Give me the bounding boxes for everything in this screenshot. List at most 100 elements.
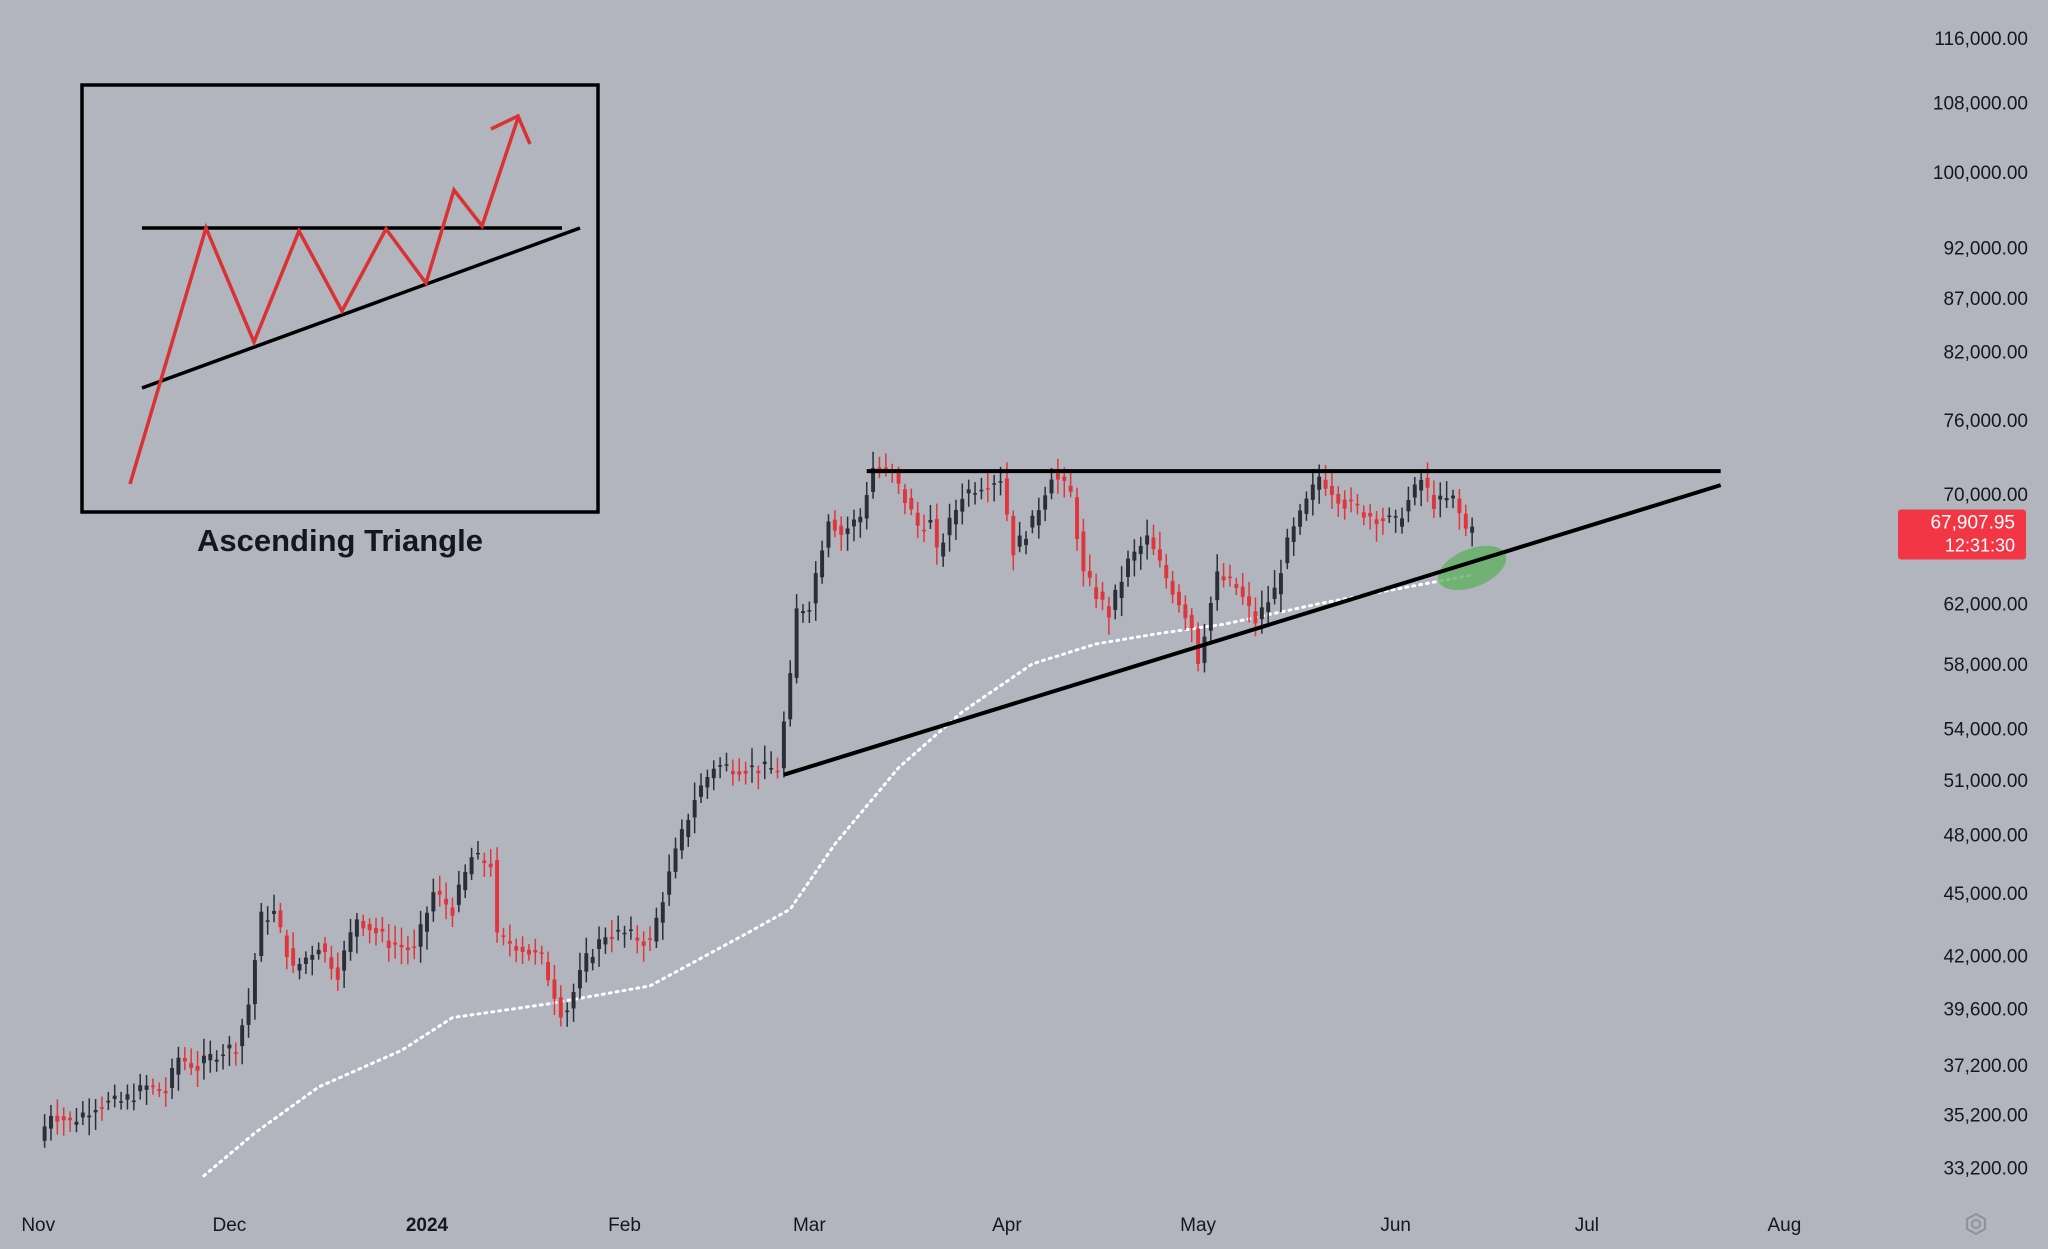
- time-tick-label: Jun: [1380, 1215, 1411, 1236]
- candle-body: [1215, 571, 1220, 601]
- time-tick-label: Feb: [608, 1215, 641, 1236]
- candle-body: [998, 481, 1003, 483]
- candle-body: [686, 819, 691, 837]
- candle-body: [119, 1101, 124, 1103]
- candle-body: [80, 1112, 85, 1118]
- price-tick-label: 58,000.00: [1943, 655, 2028, 676]
- candle-body: [131, 1100, 136, 1103]
- time-tick-label: May: [1180, 1215, 1216, 1236]
- candle-body: [909, 498, 914, 510]
- candle-body: [979, 489, 984, 492]
- candle-body: [724, 764, 729, 766]
- candle-body: [546, 961, 551, 981]
- price-tag-box: [1898, 509, 2026, 560]
- candle-body: [883, 467, 888, 470]
- candle-body: [992, 483, 997, 485]
- candle-body: [1247, 596, 1252, 606]
- candle-body: [482, 860, 487, 864]
- candle-body: [960, 498, 965, 512]
- candle-body: [552, 979, 557, 999]
- candle-body: [1189, 614, 1194, 629]
- candle-body: [616, 929, 621, 932]
- candle-body: [208, 1054, 213, 1061]
- candle-body: [240, 1025, 245, 1047]
- candle-body: [444, 898, 449, 905]
- candle-body: [864, 495, 869, 519]
- candle-body: [667, 871, 672, 895]
- candle-body: [1380, 518, 1385, 522]
- candle-body: [1151, 537, 1156, 550]
- price-tick-label: 87,000.00: [1943, 289, 2028, 310]
- candle-body: [125, 1094, 130, 1100]
- candle-body: [743, 770, 748, 774]
- candle-body: [418, 924, 423, 947]
- candle-body: [966, 489, 971, 494]
- candle-body: [495, 860, 500, 933]
- candle-body: [1157, 549, 1162, 561]
- candle-body: [699, 785, 703, 797]
- candle-body: [1106, 606, 1111, 618]
- candle-body: [1374, 519, 1379, 525]
- candle-body: [488, 863, 493, 868]
- candle-body: [42, 1126, 47, 1141]
- inset-arrow-head-icon: [490, 113, 532, 145]
- candle-body: [718, 765, 723, 767]
- candle-body: [1030, 515, 1035, 528]
- candle-body: [157, 1089, 162, 1091]
- settings-hexagon-icon[interactable]: [1966, 1212, 1986, 1236]
- candle-body: [788, 673, 793, 720]
- candle-body: [214, 1059, 219, 1062]
- moving-average-layer: [202, 573, 1474, 1178]
- candle-body: [915, 512, 920, 526]
- candle-body: [947, 517, 952, 536]
- moving-average-line: [202, 573, 1474, 1178]
- candle-body: [635, 937, 640, 941]
- candle-body: [93, 1110, 98, 1113]
- candle-body: [99, 1107, 104, 1109]
- candle-body: [628, 929, 633, 931]
- candle-body: [1036, 510, 1041, 526]
- candle-body: [660, 902, 665, 923]
- candle-body: [163, 1091, 168, 1094]
- time-tick-label: Apr: [992, 1215, 1022, 1236]
- candle-body: [329, 957, 334, 969]
- price-axis[interactable]: 116,000.00 108,000.00 100,000.00 92,000.00 8…: [1933, 29, 2028, 1179]
- candle-body: [1004, 478, 1009, 515]
- time-tick-label: Aug: [1768, 1215, 1802, 1236]
- candle-body: [973, 493, 978, 495]
- candle-body: [1017, 535, 1022, 547]
- price-tick-label: 76,000.00: [1943, 411, 2028, 432]
- candle-body: [673, 848, 678, 872]
- candle-body: [1393, 516, 1398, 518]
- candle-body: [1113, 589, 1118, 610]
- candle-body: [475, 852, 480, 855]
- candle-body: [801, 611, 805, 614]
- candle-body: [233, 1052, 238, 1054]
- candle-body: [896, 472, 901, 484]
- candle-body: [303, 957, 308, 965]
- candle-body: [227, 1044, 232, 1049]
- candle-body: [1100, 591, 1105, 600]
- candle-body: [1298, 510, 1303, 527]
- candle-body: [265, 920, 270, 922]
- candle-body: [597, 939, 602, 950]
- candle-body: [1438, 495, 1443, 500]
- candle-body: [1062, 476, 1067, 481]
- candle-body: [1145, 535, 1150, 545]
- candle-body: [297, 964, 302, 971]
- price-tick-label: 54,000.00: [1943, 719, 2028, 740]
- candle-body: [393, 942, 398, 945]
- time-axis[interactable]: Nov Dec 2024 Feb Mar Apr May Jun Jul Aug: [21, 1215, 1801, 1236]
- candle-body: [750, 765, 754, 768]
- candle-body: [348, 932, 353, 952]
- candle-body: [252, 960, 257, 1005]
- time-tick-label: Mar: [793, 1215, 826, 1236]
- candle-body: [144, 1085, 149, 1090]
- ascending-triangle-inset: Ascending Triangle: [80, 83, 600, 558]
- price-tick-label: 35,200.00: [1943, 1106, 2028, 1127]
- candle-body: [1336, 493, 1341, 504]
- candle-body: [507, 941, 512, 944]
